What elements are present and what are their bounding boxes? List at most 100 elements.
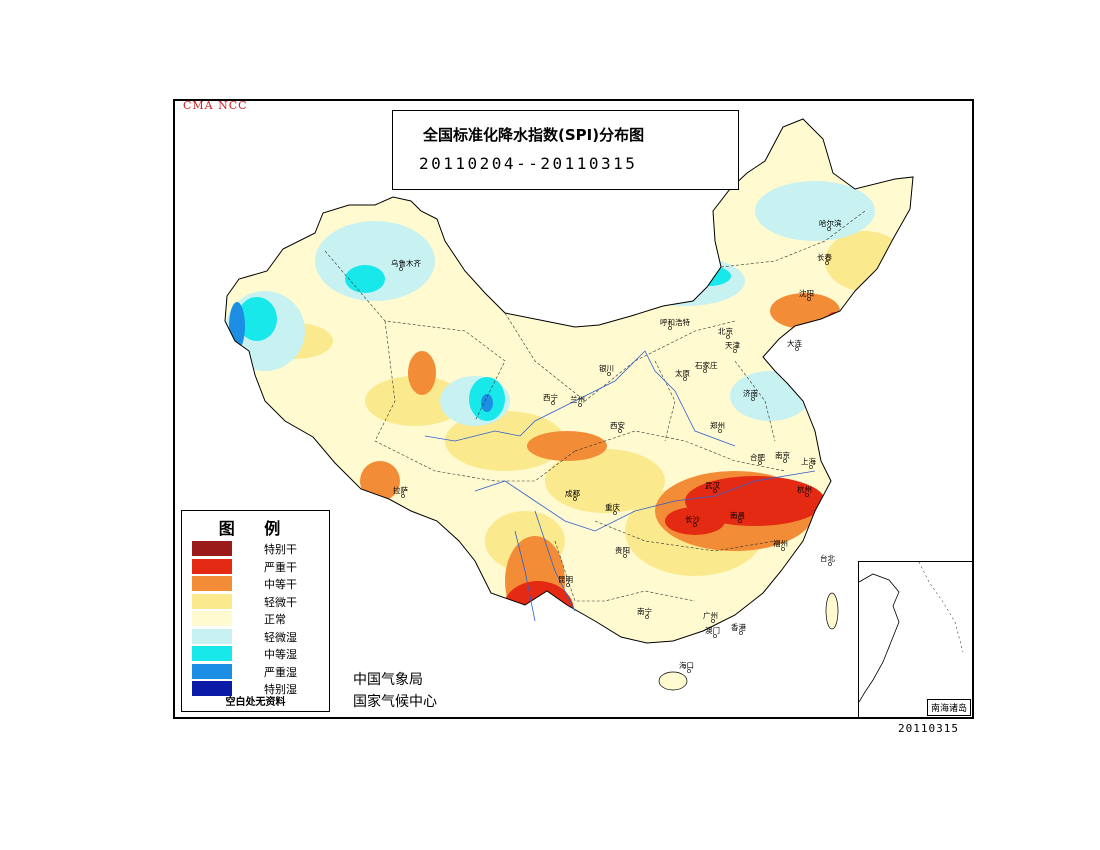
- legend-item: 特别干: [192, 540, 322, 557]
- legend-item: 中等湿: [192, 645, 322, 662]
- city-label: 哈尔滨: [819, 218, 842, 228]
- city-label: 海口: [679, 660, 694, 670]
- city-marker: 乌鲁木齐: [391, 258, 421, 271]
- city-dot: [738, 519, 742, 523]
- city-marker: 香港: [731, 622, 746, 635]
- city-dot: [825, 261, 829, 265]
- legend-item: 正常: [192, 610, 322, 627]
- org-tag: CMA NCC: [183, 99, 248, 112]
- city-dot: [718, 429, 722, 433]
- city-marker: 济南: [743, 388, 758, 401]
- city-marker: 重庆: [605, 502, 620, 515]
- city-marker: 福州: [773, 539, 788, 551]
- city-dot: [807, 297, 811, 301]
- city-label: 呼和浩特: [660, 317, 690, 327]
- city-label: 长春: [817, 252, 832, 262]
- city-dot: [683, 377, 687, 381]
- city-dot: [758, 461, 762, 465]
- city-marker: 杭州: [797, 484, 812, 497]
- legend-swatch: [192, 663, 232, 679]
- legend-label: 中等湿: [264, 648, 297, 661]
- city-dot: [711, 619, 715, 623]
- city-dot: [713, 489, 717, 493]
- legend-label: 严重湿: [264, 665, 297, 679]
- city-dot: [783, 459, 787, 463]
- legend-swatch: [192, 646, 232, 661]
- city-dot: [713, 634, 717, 638]
- city-marker: 海口: [679, 660, 694, 673]
- legend-item: 特别湿: [192, 680, 322, 697]
- city-label: 广州: [703, 610, 718, 620]
- city-dot: [399, 267, 403, 271]
- city-dot: [781, 547, 785, 551]
- city-dot: [668, 326, 672, 330]
- city-dot: [613, 511, 617, 515]
- city-label: 武汉: [705, 480, 720, 490]
- city-marker: 沈阳: [799, 288, 814, 301]
- city-label: 长沙: [685, 514, 700, 524]
- city-marker: 昆明: [558, 575, 573, 587]
- date-stamp: 20110315: [898, 722, 959, 735]
- map-frame: 乌鲁木齐 哈尔滨 长春 沈阳 大连 呼和浩特 北京 天津 太原 石家庄 济南 郑州 银川 兰州 西宁 西安 合肥…: [173, 99, 974, 719]
- city-dot: [607, 372, 611, 376]
- city-dot: [751, 397, 755, 401]
- city-marker: 北京: [718, 326, 733, 339]
- city-label: 台北: [820, 553, 835, 563]
- city-marker: 广州: [703, 610, 718, 623]
- city-dot: [828, 562, 832, 566]
- legend: 图 例 特别干 严重干 中等干 轻微干 正常 轻微湿 中等湿 严重湿 特别湿 空白处无资料: [181, 510, 330, 712]
- legend-label: 正常: [264, 613, 286, 626]
- city-dot: [573, 497, 577, 501]
- city-label: 福州: [773, 539, 788, 548]
- city-label: 大连: [787, 338, 802, 348]
- city-label: 兰州: [570, 394, 585, 404]
- city-marker: 上海: [801, 456, 816, 469]
- map-title: 全国标准化降水指数(SPI)分布图: [423, 126, 645, 144]
- legend-label: 特别湿: [264, 683, 297, 696]
- city-marker: 拉萨: [393, 485, 408, 498]
- city-label: 北京: [718, 326, 733, 336]
- map-period: 20110204--20110315: [419, 154, 638, 173]
- agency-block: 中国气象局 国家气候中心: [353, 669, 437, 713]
- legend-item: 严重湿: [192, 663, 322, 680]
- south-china-sea-inset: 南海诸岛: [858, 561, 972, 717]
- city-label: 西安: [610, 420, 625, 430]
- city-label: 太原: [675, 368, 690, 378]
- city-marker: 长沙: [685, 514, 700, 527]
- city-label: 银川: [599, 364, 614, 373]
- city-dot: [566, 583, 570, 587]
- city-dot: [827, 227, 831, 231]
- city-label: 澳门: [705, 625, 720, 635]
- legend-swatch: [192, 576, 232, 591]
- city-marker: 成都: [565, 488, 580, 501]
- city-marker: 长春: [817, 252, 832, 265]
- legend-swatch: [192, 593, 232, 609]
- city-dot: [618, 429, 622, 433]
- city-marker: 贵阳: [615, 545, 630, 558]
- legend-item: 轻微干: [192, 593, 322, 610]
- city-dot: [687, 669, 691, 673]
- city-marker: 哈尔滨: [819, 218, 842, 231]
- city-label: 香港: [731, 622, 746, 632]
- city-label: 拉萨: [393, 485, 408, 495]
- city-dot: [739, 631, 743, 635]
- city-label: 南京: [775, 450, 790, 460]
- city-dot: [795, 347, 799, 351]
- city-marker: 澳门: [705, 625, 720, 638]
- city-marker: 合肥: [750, 452, 765, 465]
- legend-label: 轻微湿: [264, 630, 297, 644]
- city-label: 济南: [743, 388, 758, 398]
- legend-swatch: [192, 681, 232, 696]
- agency-line1: 中国气象局: [353, 672, 423, 688]
- city-label: 郑州: [710, 420, 725, 430]
- city-label: 石家庄: [695, 360, 718, 370]
- legend-swatch: [192, 558, 232, 574]
- legend-label: 中等干: [264, 578, 297, 591]
- city-marker: 银川: [599, 364, 614, 376]
- city-marker: 南宁: [637, 606, 652, 619]
- city-dot: [693, 523, 697, 527]
- legend-swatch: [192, 628, 232, 644]
- city-marker: 天津: [725, 341, 740, 353]
- legend-title: 图 例: [218, 519, 293, 538]
